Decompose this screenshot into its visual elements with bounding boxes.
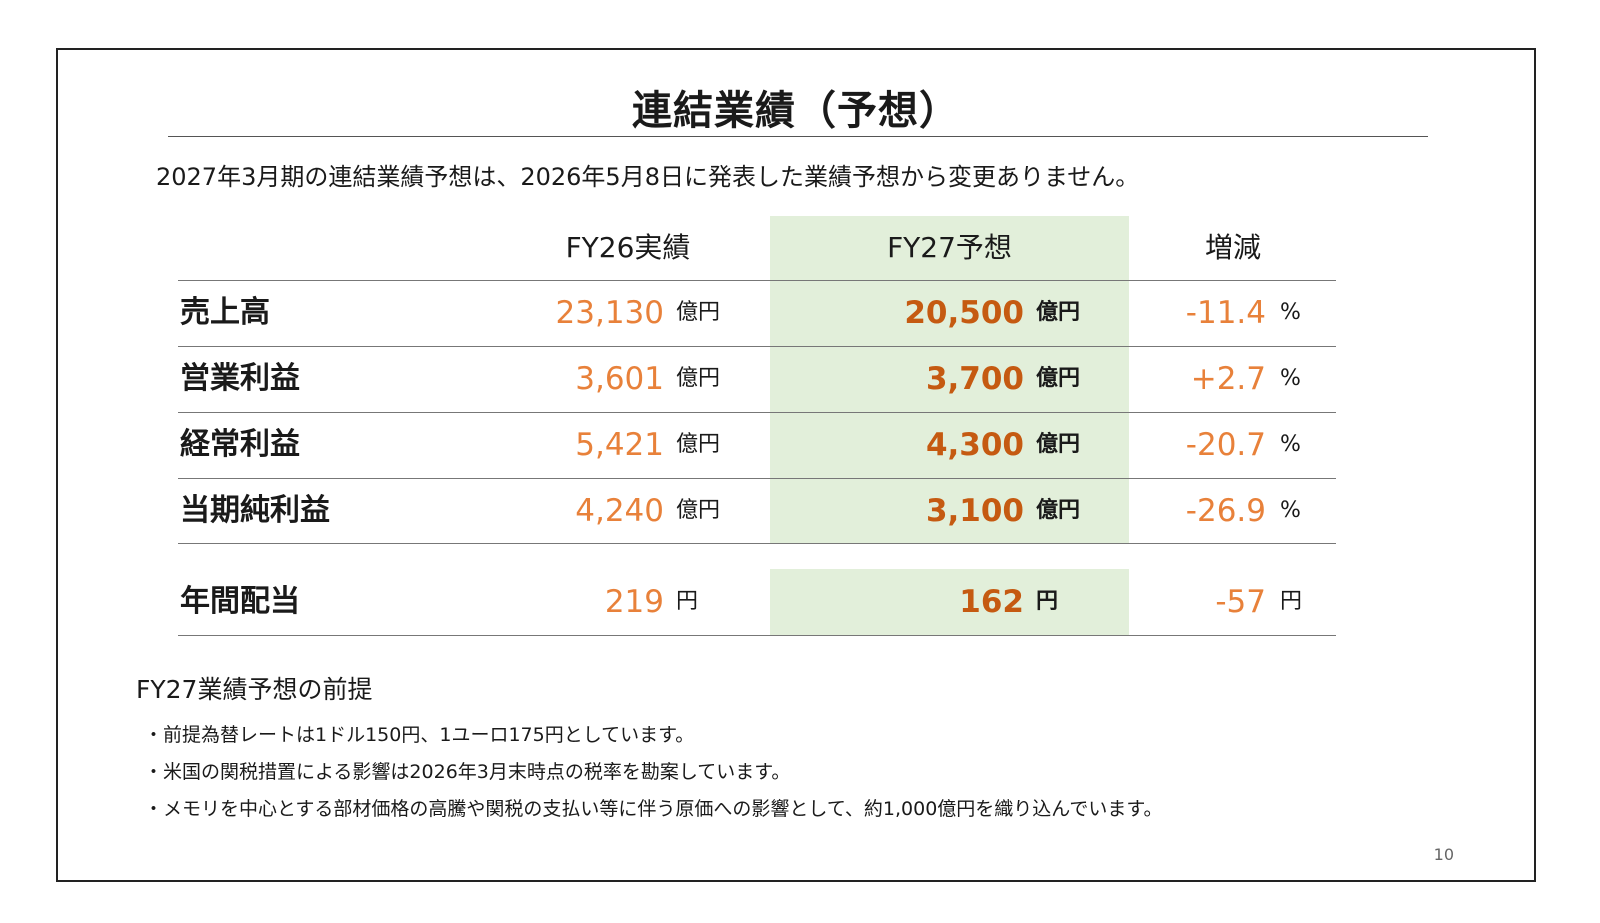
header-fy26: FY26実績	[565, 231, 691, 264]
forecast-dividend-highlight	[770, 569, 1129, 635]
table-row: 売上高 23,130 億円 20,500 億円 -11.4 %	[178, 280, 1336, 346]
list-item: ・前提為替レートは1ドル150円、1ユーロ175円としています。	[144, 724, 695, 746]
row-divider	[178, 412, 1336, 413]
row-label: 経常利益	[180, 427, 300, 462]
row-label: 年間配当	[180, 584, 300, 619]
title-divider	[168, 136, 1428, 137]
change-value: -20.7	[1185, 427, 1266, 463]
row-divider	[178, 346, 1336, 347]
fy26-value: 23,130	[555, 295, 664, 331]
forecast-column-highlight	[770, 216, 1129, 543]
fy26-unit: 億円	[676, 498, 721, 523]
table-row: 経常利益 5,421 億円 4,300 億円 -20.7 %	[178, 412, 1336, 478]
list-item: ・メモリを中心とする部材価格の高騰や関税の支払い等に伴う原価への影響として、約1…	[144, 798, 1163, 820]
change-unit: %	[1280, 498, 1301, 523]
fy26-value: 219	[604, 584, 664, 620]
table-row: 当期純利益 4,240 億円 3,100 億円 -26.9 %	[178, 478, 1336, 544]
change-unit: %	[1280, 300, 1301, 325]
fy27-value: 20,500	[904, 295, 1024, 331]
slide: 連結業績（予想） 2027年3月期の連結業績予想は、2026年5月8日に発表した…	[56, 48, 1536, 882]
lead-text: 2027年3月期の連結業績予想は、2026年5月8日に発表した業績予想から変更あ…	[156, 163, 1140, 191]
fy26-unit: 億円	[676, 432, 721, 457]
header-change: 増減	[1204, 231, 1261, 264]
assumptions-list: ・前提為替レートは1ドル150円、1ユーロ175円としています。 ・米国の関税措…	[144, 720, 1162, 831]
fy26-unit: 億円	[676, 300, 721, 325]
page-title: 連結業績（予想）	[632, 88, 960, 134]
change-value: -26.9	[1185, 493, 1266, 529]
fy27-unit: 億円	[1036, 300, 1081, 325]
list-item: ・米国の関税措置による影響は2026年3月末時点の税率を勘案しています。	[144, 761, 791, 783]
fy27-value: 4,300	[925, 427, 1024, 463]
change-value: -11.4	[1185, 295, 1266, 331]
dividend-row: 年間配当 219 円 162 円 -57 円	[178, 569, 1336, 635]
fy26-value: 5,421	[575, 427, 664, 463]
fy26-unit: 億円	[676, 366, 721, 391]
row-divider	[178, 635, 1336, 636]
change-unit: %	[1280, 432, 1301, 457]
fy27-value: 3,700	[925, 361, 1024, 397]
row-divider	[178, 478, 1336, 479]
fy27-unit: 億円	[1036, 366, 1081, 391]
header-divider	[178, 280, 1336, 281]
fy27-value: 3,100	[925, 493, 1024, 529]
fy27-unit: 円	[1036, 589, 1059, 614]
row-label: 当期純利益	[180, 493, 330, 528]
fy26-value: 4,240	[575, 493, 664, 529]
results-table: FY26実績 FY27予想 増減 売上高 23,130 億円 20,500 億円…	[178, 216, 1336, 636]
change-unit: 円	[1280, 589, 1303, 614]
fy26-unit: 円	[676, 589, 699, 614]
fy26-value: 3,601	[575, 361, 664, 397]
row-divider	[178, 543, 1336, 544]
assumptions-title: FY27業績予想の前提	[136, 675, 373, 704]
table-row: 営業利益 3,601 億円 3,700 億円 +2.7 %	[178, 346, 1336, 412]
change-unit: %	[1280, 366, 1301, 391]
row-label: 営業利益	[180, 361, 300, 396]
fy27-unit: 億円	[1036, 432, 1081, 457]
fy27-value: 162	[959, 584, 1024, 620]
fy27-unit: 億円	[1036, 498, 1081, 523]
change-value: +2.7	[1190, 361, 1266, 397]
header-fy27: FY27予想	[887, 231, 1012, 264]
change-value: -57	[1215, 584, 1266, 620]
page-number: 10	[1433, 845, 1454, 864]
row-label: 売上高	[180, 295, 270, 330]
